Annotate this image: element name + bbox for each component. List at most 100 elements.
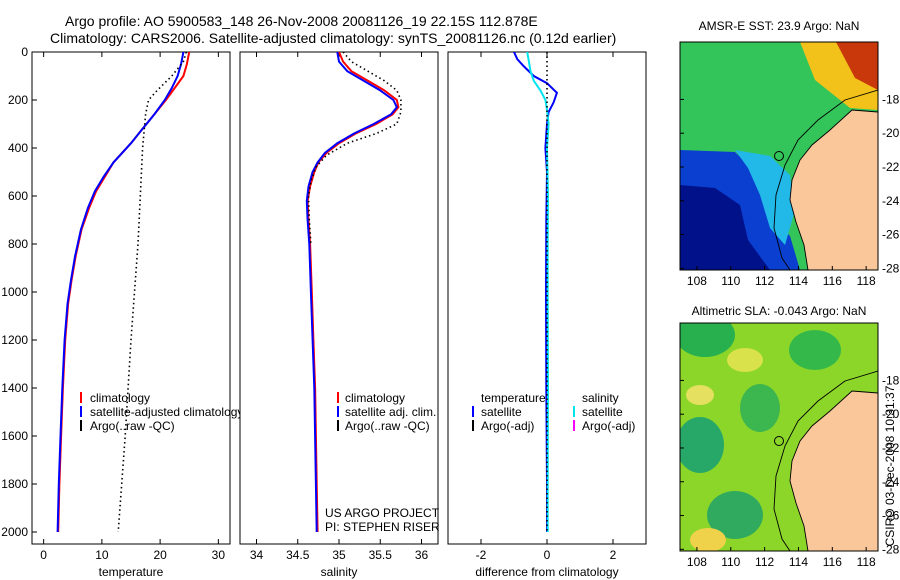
map-x-tick-label: 110 [721, 274, 740, 288]
sla-low-5 [707, 491, 763, 539]
x-tick-label: 35.5 [369, 548, 393, 562]
legend-label-argo: Argo(..raw -QC) [90, 419, 175, 433]
legend-label-diff-temp-satellite: satellite [481, 405, 522, 419]
map-x-tick-label: 116 [823, 274, 842, 288]
sst-map-frame [679, 41, 879, 271]
map-x-tick-label: 114 [789, 274, 808, 288]
y-tick-label: 1800 [1, 477, 28, 491]
x-tick-label: 0 [544, 548, 551, 562]
map-x-tick-label: 108 [687, 274, 707, 288]
sla-low-4 [740, 384, 780, 432]
map-x-tick-label: 108 [687, 555, 707, 569]
sst-map-title: AMSR-E SST: 23.9 Argo: NaN [699, 19, 860, 33]
series-line-satellite-adj-clim- [305, 52, 398, 533]
figure-title-line1: Argo profile: AO 5900583_148 26-Nov-2008… [65, 13, 538, 29]
legend-swatch-diff-sal-satellite [573, 406, 575, 417]
y-tick-label: 800 [8, 237, 28, 251]
map-y-tick-label: -22 [882, 160, 900, 174]
temperature-series [56, 52, 191, 533]
sla-low-3 [680, 417, 724, 473]
legend-swatch-sal-satellite [337, 406, 339, 417]
salinity-plot-frame [239, 51, 439, 545]
sst-cyan-tongue [735, 150, 795, 245]
x-tick-label: 34.5 [286, 548, 310, 562]
sst-map-ticks: 108 110 112 114 116 118 -18 -20 -22 -24 -26 -28 [680, 92, 900, 288]
legend-label-satellite-adjusted: satellite-adjusted climatology [90, 405, 243, 419]
difference-legend: temperature satellite Argo(-adj) salinit… [472, 391, 635, 433]
y-tick-label: 0 [21, 45, 28, 59]
sst-deep-cool-region [680, 185, 770, 270]
map-y-tick-label: -18 [882, 373, 900, 387]
sla-map-frame [679, 322, 879, 552]
legend-swatch-sal-argo [337, 420, 339, 431]
project-annotation: US ARGO PROJECT [325, 506, 440, 520]
map-y-tick-label: -26 [882, 228, 900, 242]
legend-swatch-diff-temp-argo [472, 420, 474, 431]
salinity-legend: climatology satellite adj. clim. Argo(..… [337, 391, 436, 433]
legend-swatch-diff-sal-argo [573, 420, 575, 431]
sst-argo-marker [774, 151, 784, 161]
map-x-tick-label: 118 [857, 555, 876, 569]
series-line-argo-raw-qc- [307, 52, 402, 245]
sst-hot-patch [836, 42, 878, 90]
legend-swatch-sal-climatology [337, 392, 339, 403]
map-y-tick-label: -28 [882, 542, 900, 556]
depth-axis-ticks: 0 200 400 600 800 1000 1200 1400 1600 1800 2000 [1, 45, 37, 539]
sst-map-panel: AMSR-E SST: 23.9 Argo: NaN 108 110 112 114 1… [679, 19, 900, 288]
y-tick-label: 2000 [1, 525, 28, 539]
x-tick-label: 34 [250, 548, 264, 562]
legend-swatch-climatology [80, 392, 82, 403]
legend-heading-salinity: salinity [582, 391, 619, 405]
temperature-legend: climatology satellite-adjusted climatolo… [80, 391, 243, 433]
difference-series [513, 52, 559, 532]
map-y-tick-label: -26 [882, 509, 900, 523]
legend-label-diff-sal-argo: Argo(-adj) [582, 419, 635, 433]
temperature-axis-ticks: 0 10 20 30 [40, 52, 225, 562]
x-tick-label: 36 [415, 548, 429, 562]
sla-low-1 [680, 323, 735, 357]
sst-shelf-contour [773, 89, 878, 270]
sst-coastline [789, 109, 878, 270]
temperature-plot-frame [31, 51, 231, 545]
map-y-tick-label: -20 [882, 126, 900, 140]
map-y-tick-label: -18 [882, 92, 900, 106]
legend-swatch-diff-temp-satellite [472, 406, 474, 417]
y-tick-label: 200 [8, 93, 28, 107]
y-tick-label: 1200 [1, 333, 28, 347]
sla-high-2 [686, 385, 714, 405]
map-x-tick-label: 116 [823, 555, 842, 569]
sla-high-3 [690, 528, 726, 551]
map-y-tick-label: -24 [882, 475, 900, 489]
sst-land [790, 110, 878, 270]
sla-land [790, 391, 878, 551]
map-y-tick-label: -28 [882, 261, 900, 275]
sla-map-ticks: 108 110 112 114 116 118 -18 -20 -22 -24 -26 -28 [680, 373, 900, 569]
salinity-axis-label: salinity [321, 565, 358, 579]
temperature-axis-label: temperature [99, 565, 164, 579]
map-y-tick-label: -24 [882, 194, 900, 208]
legend-heading-temperature: temperature [481, 391, 546, 405]
map-y-tick-label: -20 [882, 407, 900, 421]
x-tick-label: -2 [476, 548, 487, 562]
sla-argo-marker [774, 436, 784, 446]
legend-label-climatology: climatology [90, 391, 150, 405]
legend-label-diff-temp-argo: Argo(-adj) [481, 419, 534, 433]
difference-panel: -2 0 2 difference from climatology tempera… [447, 51, 647, 579]
x-tick-label: 35 [332, 548, 346, 562]
sla-high-1 [727, 348, 763, 372]
legend-swatch-satellite-adjusted [80, 406, 82, 417]
salinity-panel: 34 34.5 35 35.5 36 salinity climatology sate… [239, 51, 440, 579]
legend-label-sal-climatology: climatology [345, 391, 405, 405]
legend-label-sal-satellite: satellite adj. clim. [345, 405, 436, 419]
sla-map-panel: Altimetric SLA: -0.043 Argo: NaN 108 110 1… [679, 304, 900, 569]
temperature-panel: 0 200 400 600 800 1000 1200 1400 1600 1800 2000 0 1… [1, 45, 243, 579]
difference-axis-label: difference from climatology [475, 565, 618, 579]
sst-heatmap [680, 42, 878, 270]
y-tick-label: 1000 [1, 285, 28, 299]
pi-annotation: PI: STEPHEN RISER [325, 520, 440, 534]
legend-label-diff-sal-satellite: satellite [582, 405, 623, 419]
map-x-tick-label: 112 [755, 555, 774, 569]
series-line-satellite-adjusted-climatology [56, 52, 185, 533]
sla-map-title: Altimetric SLA: -0.043 Argo: NaN [692, 304, 867, 318]
map-x-tick-label: 112 [755, 274, 774, 288]
